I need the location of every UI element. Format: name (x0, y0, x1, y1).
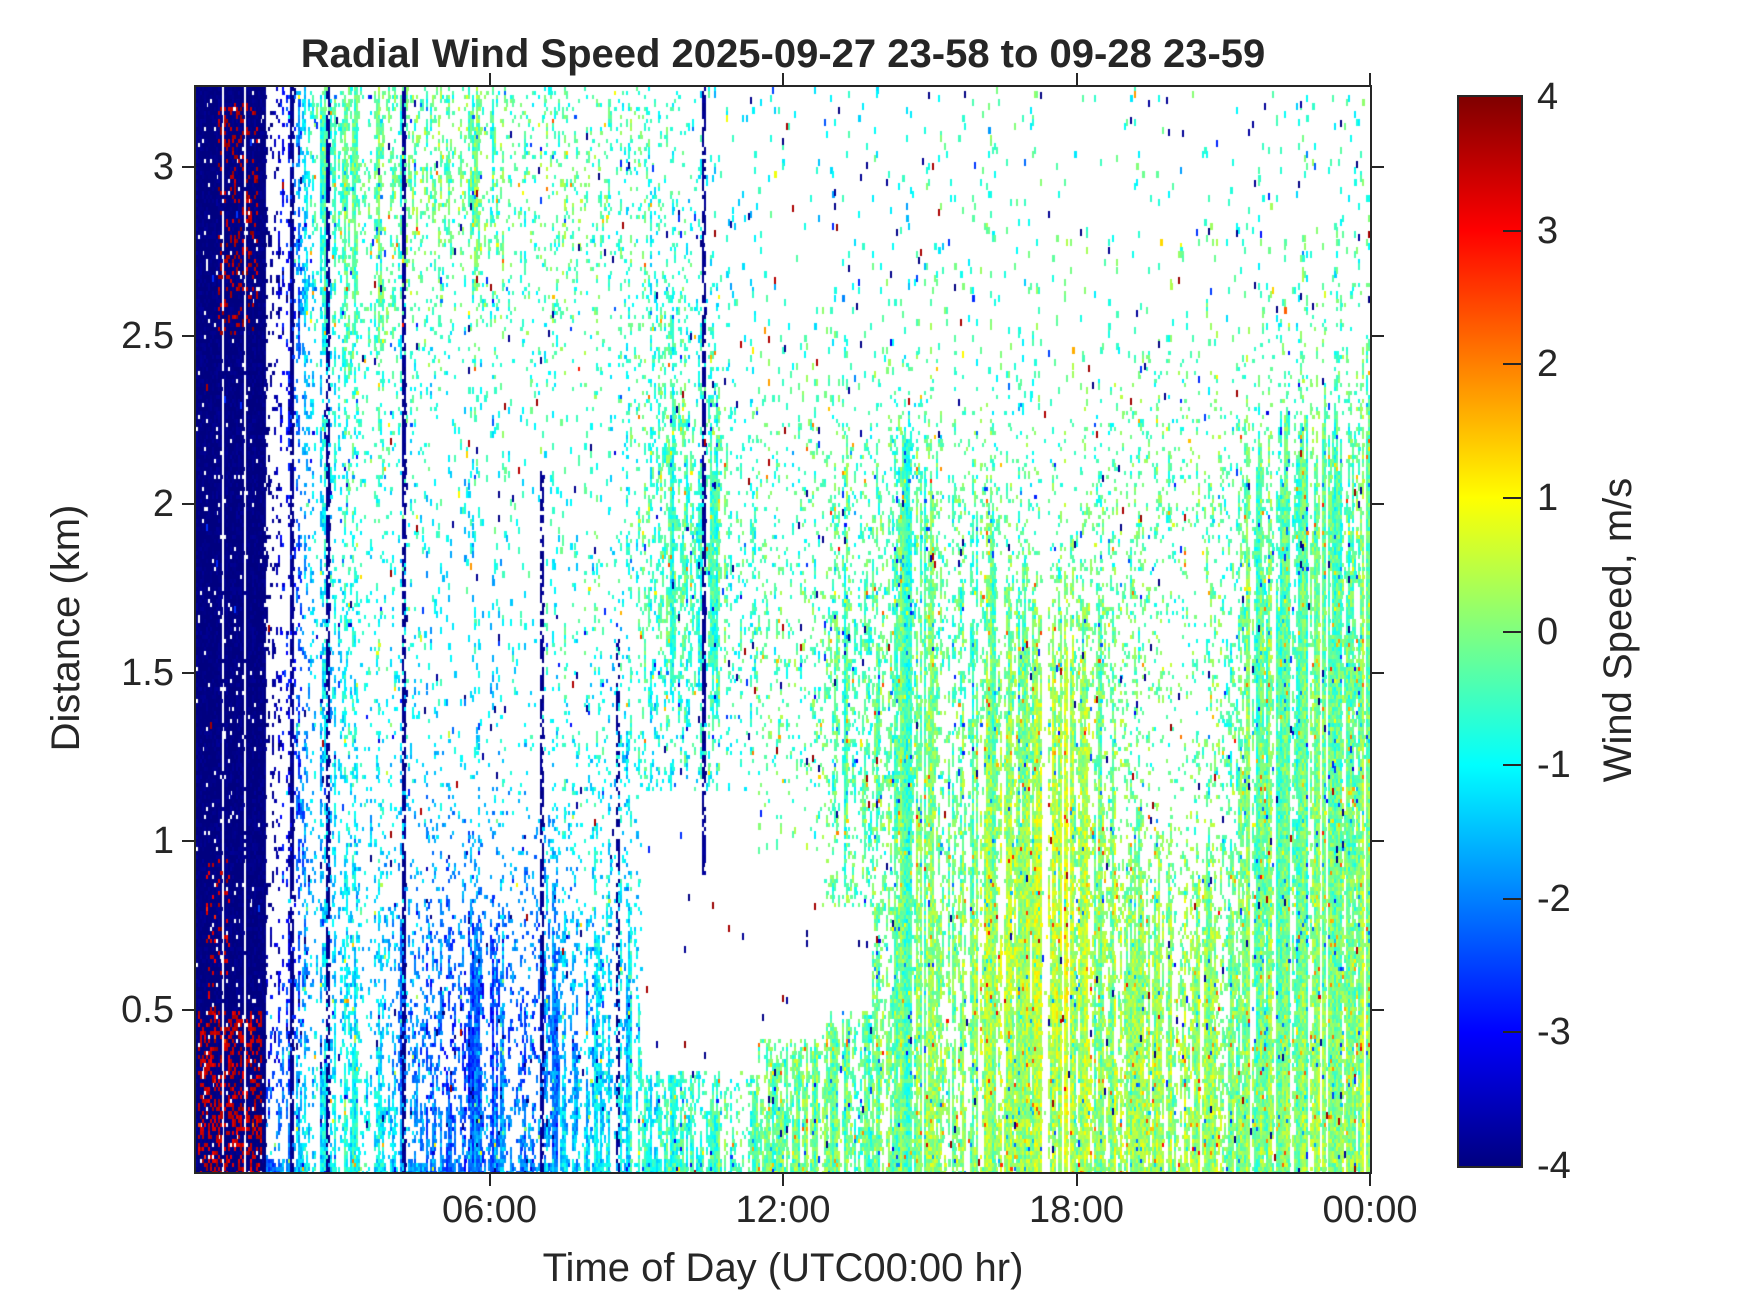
y-tick-label: 2.5 (121, 314, 174, 357)
x-axis-label: Time of Day (UTC00:00 hr) (542, 1246, 1024, 1290)
colorbar-tick (1503, 229, 1521, 232)
chart-title: Radial Wind Speed 2025-09-27 23-58 to 09… (300, 32, 1266, 76)
colorbar-tick-label: 3 (1537, 209, 1559, 252)
y-tick (182, 1009, 194, 1012)
y-tick-label: 1.5 (121, 651, 174, 694)
colorbar-tick-label: -3 (1537, 1011, 1571, 1054)
x-tick-label: 12:00 (735, 1189, 831, 1231)
x-tick-top (782, 73, 784, 85)
x-tick-top (1075, 73, 1078, 85)
y-tick (182, 503, 194, 506)
y-tick-right (1372, 671, 1384, 674)
colorbar-tick (1503, 496, 1521, 499)
colorbar-tick-label: 0 (1537, 610, 1559, 653)
x-tick-label: 06:00 (441, 1189, 538, 1231)
y-tick (182, 840, 194, 843)
y-tick (182, 334, 194, 337)
y-tick-label: 3 (152, 145, 174, 188)
y-tick-right (1372, 840, 1384, 843)
colorbar-tick-label: 2 (1537, 343, 1559, 386)
y-tick (182, 671, 194, 674)
y-tick-label: 0.5 (121, 989, 174, 1032)
y-tick-right (1372, 165, 1384, 168)
y-tick-label: 1 (152, 820, 174, 863)
x-tick (782, 1174, 784, 1186)
y-tick (182, 165, 194, 168)
colorbar-tick-label: 1 (1537, 476, 1559, 519)
colorbar-tick (1503, 764, 1521, 767)
colorbar-tick (1503, 363, 1521, 366)
x-tick-top (488, 73, 491, 85)
colorbar-tick-label: -1 (1537, 744, 1571, 787)
x-tick (488, 1174, 491, 1186)
colorbar-tick (1503, 897, 1521, 900)
heatmap-plot-area (194, 85, 1372, 1174)
x-tick (1369, 1174, 1371, 1186)
x-tick (1075, 1174, 1078, 1186)
x-tick-top (1369, 73, 1371, 85)
colorbar-tick (1503, 1031, 1521, 1034)
x-tick-label: 00:00 (1322, 1189, 1418, 1231)
colorbar-tick-label: -4 (1537, 1145, 1571, 1187)
x-tick-label: 18:00 (1028, 1189, 1125, 1231)
y-tick-right (1372, 503, 1384, 506)
y-axis-label: Distance (km) (44, 504, 88, 752)
colorbar-tick (1503, 630, 1521, 633)
y-tick-right (1372, 334, 1384, 337)
y-tick-right (1372, 1009, 1384, 1012)
heatmap-canvas (196, 87, 1370, 1172)
y-tick-label: 2 (152, 483, 174, 526)
colorbar-tick-label: 4 (1537, 76, 1559, 118)
colorbar-tick-label: -2 (1537, 877, 1571, 920)
